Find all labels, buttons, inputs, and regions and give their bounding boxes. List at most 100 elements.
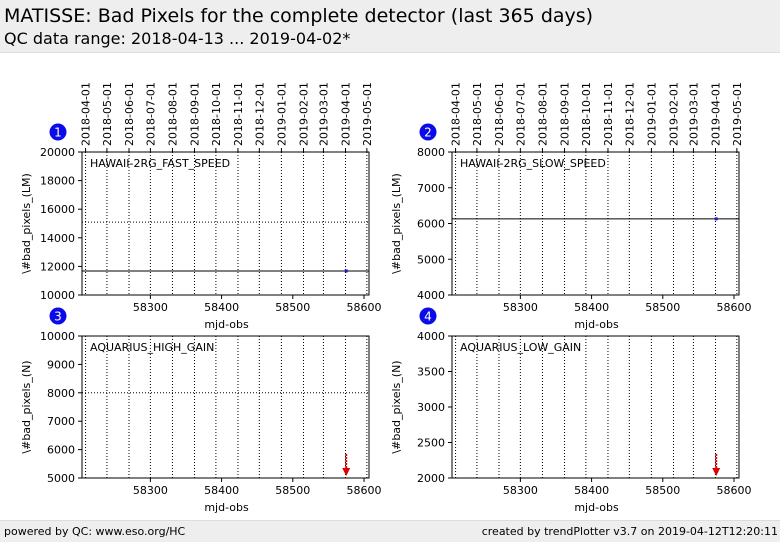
plot-frame — [81, 151, 370, 296]
y-tick-label: 14000 — [40, 232, 75, 245]
y-tick-label: 5000 — [47, 472, 75, 485]
panel-number-text: 4 — [424, 310, 432, 324]
x-tick-label: 58400 — [574, 484, 609, 497]
plot-frame — [81, 335, 370, 479]
date-tick-label: 2019-04-01 — [709, 82, 722, 146]
y-tick-label: 12000 — [40, 260, 75, 273]
y-axis-label: \#bad_pixels_(N) — [390, 360, 403, 453]
panel-number-badge — [49, 123, 67, 141]
date-tick-label: 2019-03-01 — [317, 82, 330, 146]
x-tick-label: 58600 — [347, 484, 382, 497]
y-tick-label: 7000 — [417, 182, 445, 195]
plot-frame — [451, 151, 740, 296]
page-subtitle: QC data range: 2018-04-13 ... 2019-04-02… — [4, 29, 351, 48]
y-tick-label: 4000 — [417, 289, 445, 302]
date-tick-label: 2019-04-01 — [339, 82, 352, 146]
footer-credit-link[interactable]: powered by QC: www.eso.org/HC — [4, 525, 186, 538]
page-title: MATISSE: Bad Pixels for the complete det… — [4, 5, 594, 27]
panel-number-text: 2 — [424, 126, 432, 140]
y-tick-label: 4000 — [417, 330, 445, 343]
x-tick-label: 58400 — [204, 484, 239, 497]
out-of-range-arrow-head — [712, 468, 721, 476]
date-tick-label: 2018-07-01 — [144, 82, 157, 146]
date-tick-label: 2018-12-01 — [253, 82, 266, 146]
date-tick-label: 2018-11-01 — [602, 82, 615, 146]
x-axis-label: mjd-obs — [204, 501, 249, 514]
x-tick-label: 58300 — [133, 301, 168, 314]
y-tick-label: 16000 — [40, 203, 75, 216]
y-tick-label: 2000 — [417, 472, 445, 485]
date-tick-label: 2019-01-01 — [275, 82, 288, 146]
y-tick-label: 3500 — [417, 366, 445, 379]
date-tick-label: 2019-02-01 — [667, 82, 680, 146]
y-axis-label: \#bad_pixels_(N) — [20, 360, 33, 453]
panel-number-badge — [419, 307, 437, 325]
x-axis-label: mjd-obs — [574, 501, 619, 514]
plot-frame — [451, 335, 740, 479]
y-tick-label: 9000 — [47, 358, 75, 371]
date-tick-label: 2018-04-01 — [80, 82, 93, 146]
date-tick-label: 2018-08-01 — [166, 82, 179, 146]
x-tick-label: 58600 — [717, 484, 752, 497]
date-tick-label: 2019-05-01 — [361, 82, 374, 146]
x-tick-label: 58600 — [717, 301, 752, 314]
y-tick-label: 7000 — [47, 415, 75, 428]
y-tick-label: 10000 — [40, 289, 75, 302]
date-tick-label: 2018-12-01 — [623, 82, 636, 146]
y-tick-label: 20000 — [40, 146, 75, 159]
y-tick-label: 8000 — [47, 387, 75, 400]
date-tick-label: 2019-02-01 — [297, 82, 310, 146]
panel-label: AQUARIUS_LOW_GAIN — [460, 341, 581, 354]
date-tick-label: 2018-05-01 — [101, 82, 114, 146]
date-tick-label: 2019-03-01 — [687, 82, 700, 146]
y-axis-label: \#bad_pixels_(LM) — [20, 173, 33, 274]
y-tick-label: 10000 — [40, 330, 75, 343]
y-axis-label: \#bad_pixels_(LM) — [390, 173, 403, 274]
chart-panel-3: AQUARIUS_HIGH_GAIN 58300 58400 58500 58600 mj… — [20, 307, 382, 514]
chart-panel-4: AQUARIUS_LOW_GAIN 58300 58400 58500 58600 mjd… — [390, 307, 752, 514]
x-tick-label: 58400 — [204, 301, 239, 314]
date-tick-label: 2018-10-01 — [580, 82, 593, 146]
date-tick-label: 2018-06-01 — [123, 82, 136, 146]
date-tick-label: 2018-09-01 — [189, 82, 202, 146]
data-point — [714, 217, 718, 221]
y-tick-label: 6000 — [47, 444, 75, 457]
x-tick-label: 58300 — [133, 484, 168, 497]
report-header: MATISSE: Bad Pixels for the complete det… — [0, 0, 780, 53]
panel-number-badge — [49, 307, 67, 325]
date-tick-label: 2018-10-01 — [210, 82, 223, 146]
y-tick-label: 3000 — [417, 401, 445, 414]
date-tick-label: 2018-04-01 — [450, 82, 463, 146]
x-tick-label: 58500 — [645, 301, 680, 314]
panel-label: AQUARIUS_HIGH_GAIN — [90, 341, 214, 354]
y-tick-label: 8000 — [417, 146, 445, 159]
y-tick-label: 5000 — [417, 253, 445, 266]
date-tick-label: 2018-07-01 — [514, 82, 527, 146]
date-tick-label: 2018-09-01 — [559, 82, 572, 146]
out-of-range-arrow-head — [342, 468, 351, 476]
x-tick-label: 58500 — [275, 301, 310, 314]
chart-panel-1: HAWAII-2RG_FAST_SPEED 58300 58400 58500 5860… — [20, 82, 382, 331]
date-tick-label: 2019-01-01 — [645, 82, 658, 146]
y-tick-label: 6000 — [417, 218, 445, 231]
report-footer: powered by QC: www.eso.org/HC created by… — [0, 520, 780, 542]
footer-generator-info: created by trendPlotter v3.7 on 2019-04-… — [481, 525, 778, 538]
date-tick-label: 2018-06-01 — [493, 82, 506, 146]
x-tick-label: 58500 — [645, 484, 680, 497]
x-tick-label: 58500 — [275, 484, 310, 497]
x-tick-label: 58600 — [347, 301, 382, 314]
date-tick-label: 2018-08-01 — [536, 82, 549, 146]
panel-label: HAWAII-2RG_SLOW_SPEED — [460, 157, 606, 170]
panel-number-text: 1 — [54, 126, 62, 140]
date-tick-label: 2019-05-01 — [731, 82, 744, 146]
y-tick-label: 2500 — [417, 437, 445, 450]
x-tick-label: 58300 — [503, 301, 538, 314]
panel-label: HAWAII-2RG_FAST_SPEED — [90, 157, 230, 170]
charts-area: HAWAII-2RG_FAST_SPEED 58300 58400 58500 5860… — [20, 82, 752, 514]
panel-number-text: 3 — [54, 310, 62, 324]
data-point — [344, 269, 348, 273]
chart-panel-2: HAWAII-2RG_SLOW_SPEED 58300 58400 58500 5860… — [390, 82, 752, 331]
panel-number-badge — [419, 123, 437, 141]
x-axis-label: mjd-obs — [574, 318, 619, 331]
y-tick-label: 18000 — [40, 175, 75, 188]
